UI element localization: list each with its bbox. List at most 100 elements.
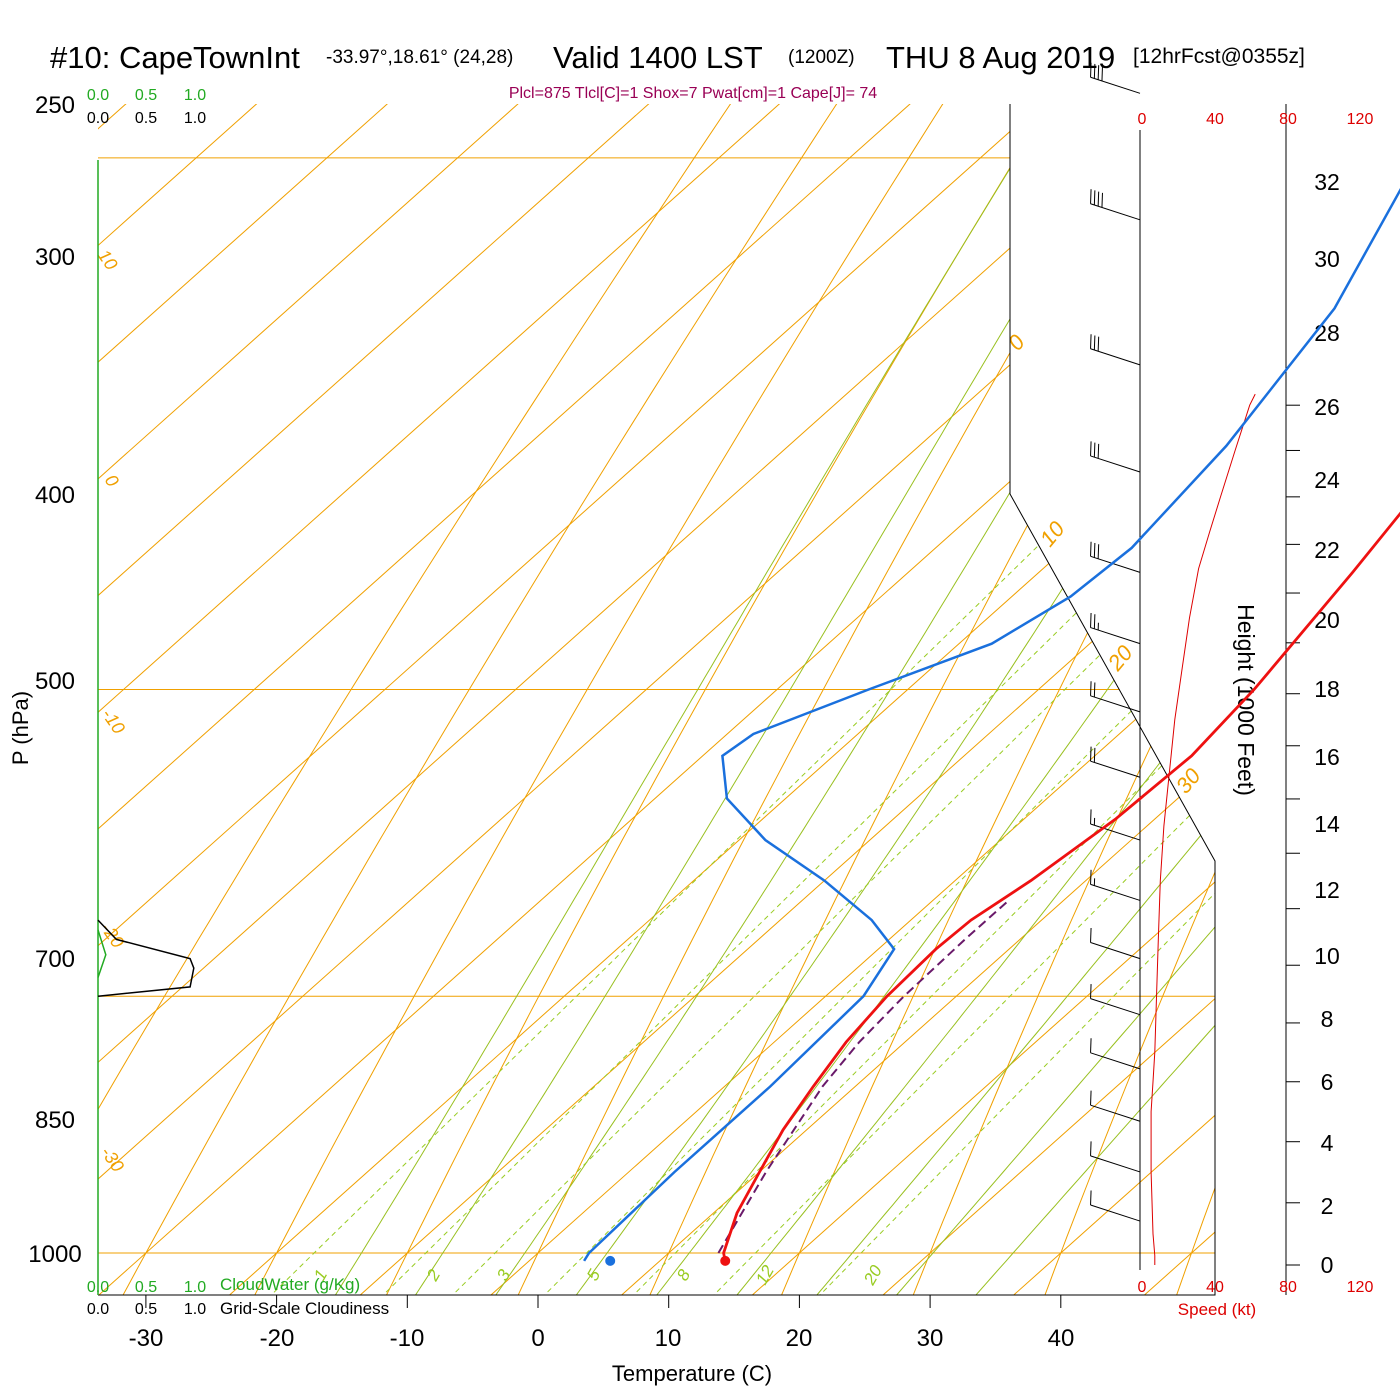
wind-barb-feather — [1090, 189, 1092, 204]
isotherm-line — [98, 104, 1215, 1295]
wind-barb-feather — [1093, 442, 1096, 458]
isotherm-line — [98, 104, 1215, 1295]
wind-barb-staff — [1090, 1052, 1141, 1070]
moist-adiabat-line — [303, 104, 1215, 1295]
isotherm-line — [957, 104, 1215, 1295]
moist-adiabat-line — [695, 104, 1215, 1295]
cloudwater-tick: 1.0 — [184, 1279, 206, 1296]
wind-barb-feather — [1101, 192, 1103, 208]
temp-tick-label: -30 — [129, 1325, 164, 1352]
height-tick-label: 20 — [1314, 607, 1340, 633]
y-axis-label: P (hPa) — [8, 691, 33, 765]
isotherm-label: -30 — [97, 1143, 128, 1176]
temp-tick-marks — [145, 1295, 1062, 1308]
dry-adiabat-line — [98, 104, 1215, 1295]
cloudiness-profile — [97, 919, 195, 997]
cloud-scale-top: 0.0 0.5 1.0 0.0 0.5 1.0 — [87, 87, 206, 127]
isotherm-line — [565, 104, 1215, 1295]
wind-speed-profile — [1150, 393, 1256, 1265]
wind-barb-feather — [1093, 335, 1096, 351]
isotherm-line — [98, 104, 1215, 1295]
chart-title: #10: CapeTownInt -33.97°,18.61° (24,28) … — [50, 40, 1305, 75]
cloudiness-tick: 0.0 — [87, 110, 109, 127]
wind-barb — [1090, 927, 1141, 960]
temp-tick-label: 30 — [917, 1325, 944, 1352]
speed-tick-label: 0 — [1138, 1279, 1147, 1296]
wind-barb-feather — [1090, 984, 1092, 999]
wind-barb — [1090, 441, 1141, 473]
wind-barb — [1090, 809, 1141, 841]
wind-barb-staff — [1090, 760, 1141, 778]
temp-tick-label: -20 — [260, 1325, 295, 1352]
speed-scale-bottom: 0 40 80 120 — [1138, 1279, 1374, 1296]
temp-tick-label: 20 — [786, 1325, 813, 1352]
parcel-line — [717, 899, 1010, 1254]
height-tick-label: 32 — [1314, 169, 1340, 195]
wind-barb-staff — [1090, 942, 1141, 960]
sounding-profiles — [583, 187, 1400, 1266]
pressure-tick-label: 400 — [35, 482, 75, 509]
cloudwater-label: CloudWater (g/Kg) — [220, 1275, 360, 1294]
isotherm-line — [98, 104, 1215, 1295]
isotherm-line — [98, 104, 1215, 1295]
wind-barb-feather — [1090, 1190, 1092, 1206]
pressure-axis: 250 300 400 500 700 850 1000 — [28, 92, 81, 1268]
isotherm-line — [434, 104, 1215, 1295]
mixing-ratio-label: 2 — [423, 1266, 445, 1285]
wind-barb-staff — [1090, 1204, 1141, 1222]
isobar-lines — [98, 157, 1215, 1254]
dry-adiabat-line — [361, 104, 1215, 1295]
cloud-water-line — [97, 929, 107, 978]
speed-tick-label: 40 — [1206, 111, 1224, 128]
pressure-tick-label: 850 — [35, 1107, 75, 1134]
wind-barb-feather — [1097, 65, 1100, 80]
height-tick-marks — [1286, 404, 1300, 1266]
wind-barb — [1090, 334, 1141, 366]
pressure-tick-label: 1000 — [28, 1241, 81, 1268]
moist-adiabat-line — [931, 104, 1215, 1295]
mixing-ratio-line — [509, 104, 1215, 1295]
isotherm-label: 0 — [1003, 329, 1031, 355]
height-tick-label: 4 — [1321, 1130, 1334, 1156]
mixing-ratio-line — [347, 104, 1215, 1295]
temp-tick-label: 40 — [1048, 1325, 1075, 1352]
wind-barb — [1090, 1038, 1141, 1070]
wind-barb-staff — [1090, 555, 1141, 573]
cloudiness-tick: 1.0 — [184, 1301, 206, 1318]
surface-dewpoint-dot — [605, 1255, 616, 1266]
title-date: THU 8 Aug 2019 — [886, 40, 1115, 75]
height-tick-label: 26 — [1314, 394, 1340, 420]
mixing-ratio-label: 8 — [673, 1266, 694, 1284]
pressure-tick-label: 250 — [35, 92, 75, 119]
wind-barb-staff — [1090, 823, 1141, 841]
cloudiness-tick: 0.5 — [135, 1301, 157, 1318]
wind-barb-feather — [1097, 443, 1100, 459]
height-tick-labels: 0 2 4 6 8 10 12 14 16 18 20 22 24 26 28 … — [1314, 169, 1340, 1278]
wind-barb-feather — [1093, 682, 1096, 698]
wind-barb-feather — [1090, 869, 1092, 885]
wind-barb-feather — [1090, 1038, 1092, 1053]
height-tick-label: 14 — [1314, 811, 1340, 837]
isotherm-line — [98, 104, 1215, 1295]
wind-barb-staff — [1090, 203, 1141, 221]
cloudiness-tick: 1.0 — [184, 110, 206, 127]
wind-barbs — [1090, 62, 1141, 1222]
wind-barb-feather — [1090, 746, 1092, 762]
wind-barb-feather — [1090, 1141, 1092, 1156]
dry-adiabat-line — [627, 104, 1215, 1295]
cloud-scale-bottom: 0.0 0.5 1.0 0.0 0.5 1.0 — [87, 1279, 206, 1318]
cloudwater-tick: 1.0 — [184, 87, 206, 104]
isotherm-lines — [98, 104, 1215, 1295]
wind-barb-feather — [1090, 613, 1092, 628]
dry-adiabat-line — [228, 104, 1215, 1295]
isotherm-line — [98, 104, 1215, 1295]
speed-tick-label: 80 — [1279, 111, 1297, 128]
wind-barb-feather — [1090, 441, 1092, 456]
wind-barb — [1090, 1141, 1141, 1173]
mixing-ratio-label: 12 — [752, 1262, 778, 1288]
title-utc: (1200Z) — [788, 47, 855, 68]
cloudiness-label: Grid-Scale Cloudiness — [220, 1299, 389, 1318]
height-tick-label: 12 — [1314, 877, 1340, 903]
wind-barb-staff — [1090, 695, 1141, 713]
